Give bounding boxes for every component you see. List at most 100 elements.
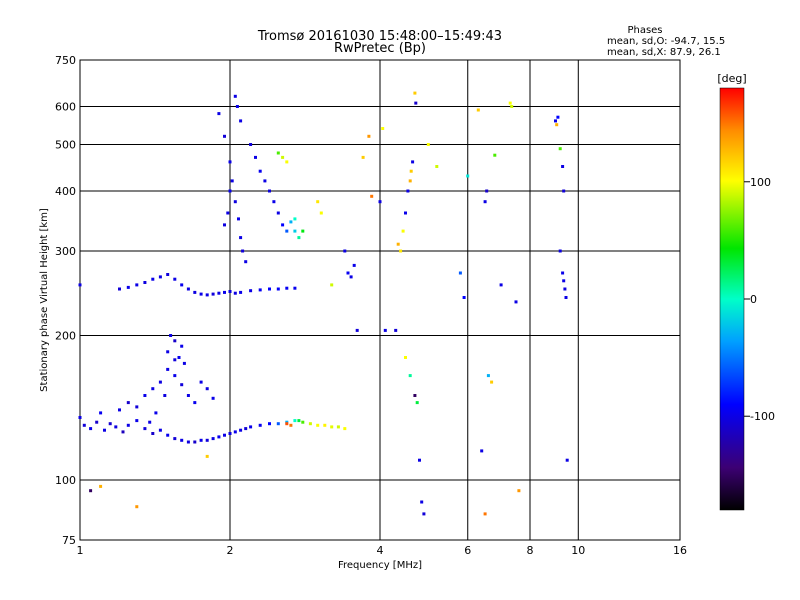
data-point [186, 440, 190, 444]
data-point [408, 179, 412, 183]
data-point [458, 271, 462, 275]
data-point [135, 405, 139, 409]
y-tick-labels: 75 100 200 300 400 500 600 750 [55, 54, 76, 547]
data-point [143, 427, 147, 431]
data-point [370, 194, 374, 198]
data-point [103, 428, 106, 432]
data-point [415, 401, 419, 405]
data-point [561, 165, 565, 168]
data-point [89, 489, 93, 493]
data-point [121, 430, 125, 434]
data-point [558, 249, 562, 253]
data-point [233, 430, 237, 434]
data-point [293, 217, 297, 221]
data-point [289, 220, 293, 224]
data-point [413, 394, 417, 397]
data-point [517, 489, 521, 493]
stats-x-line: mean, sd,X: 87.9, 26.1 [607, 47, 721, 58]
data-point [78, 416, 82, 419]
data-point [480, 449, 484, 453]
x-tick-labels: 1 2 4 6 8 10 16 [77, 544, 688, 557]
data-point [82, 423, 86, 427]
data-point [217, 291, 221, 295]
data-point [343, 427, 347, 431]
x-tick-label: 1 [77, 544, 84, 557]
data-point [276, 151, 280, 155]
data-point [126, 285, 130, 289]
data-point [293, 286, 297, 290]
data-point [126, 401, 130, 405]
data-point [514, 300, 518, 304]
data-point [114, 425, 118, 429]
data-point [249, 143, 253, 146]
x-tick-label: 4 [377, 544, 384, 557]
y-tick-label: 75 [62, 534, 76, 547]
data-point [276, 422, 280, 426]
data-point [143, 281, 147, 284]
data-point [435, 165, 439, 168]
data-point [258, 288, 262, 292]
data-point [211, 292, 215, 296]
data-points [78, 91, 569, 516]
data-point [383, 328, 387, 332]
data-point [462, 296, 466, 299]
data-point [319, 211, 323, 215]
data-point [151, 277, 155, 281]
data-point [361, 155, 365, 159]
y-tick-label: 300 [55, 245, 76, 258]
data-point [223, 433, 226, 437]
data-point [135, 505, 139, 509]
data-point [158, 380, 162, 384]
data-point [186, 394, 190, 397]
data-point [562, 189, 566, 193]
data-point [95, 420, 99, 424]
data-point [237, 217, 240, 221]
data-point [367, 134, 371, 138]
data-point [263, 179, 267, 183]
stats-o-line: mean, sd,O: -94.7, 15.5 [607, 36, 725, 47]
data-point [404, 356, 407, 359]
data-point [316, 423, 320, 427]
data-point [239, 119, 243, 123]
data-point [561, 271, 565, 275]
data-point [154, 411, 158, 415]
data-point [289, 423, 293, 427]
data-point [268, 287, 271, 291]
data-point [228, 189, 232, 193]
data-point [163, 394, 167, 397]
x-axis-label: Frequency [MHz] [338, 560, 422, 571]
data-point [193, 290, 197, 294]
data-point [217, 435, 221, 439]
data-point [205, 454, 209, 458]
data-point [211, 396, 215, 400]
data-point [343, 249, 347, 253]
data-point [355, 328, 359, 332]
data-point [485, 189, 489, 193]
data-point [223, 290, 226, 294]
data-point [173, 374, 177, 378]
data-point [99, 484, 103, 488]
chart-title: Tromsø 20161030 15:48:00–15:49:43 [257, 29, 502, 44]
data-point [118, 408, 121, 412]
data-point [555, 123, 559, 127]
data-point [177, 356, 181, 359]
y-tick-label: 500 [55, 139, 76, 152]
data-point [158, 275, 162, 279]
data-point [483, 512, 487, 516]
data-point [281, 155, 285, 159]
colorbar [719, 87, 745, 511]
data-point [135, 419, 139, 423]
data-point [276, 211, 280, 215]
data-point [408, 374, 412, 378]
data-point [272, 200, 276, 204]
data-point [193, 440, 197, 444]
data-point [249, 289, 253, 293]
data-point [166, 367, 170, 371]
data-point [173, 339, 177, 343]
data-point [148, 420, 152, 424]
data-point [490, 380, 494, 384]
data-point [409, 169, 413, 173]
data-point [244, 260, 248, 264]
data-point [205, 293, 209, 297]
